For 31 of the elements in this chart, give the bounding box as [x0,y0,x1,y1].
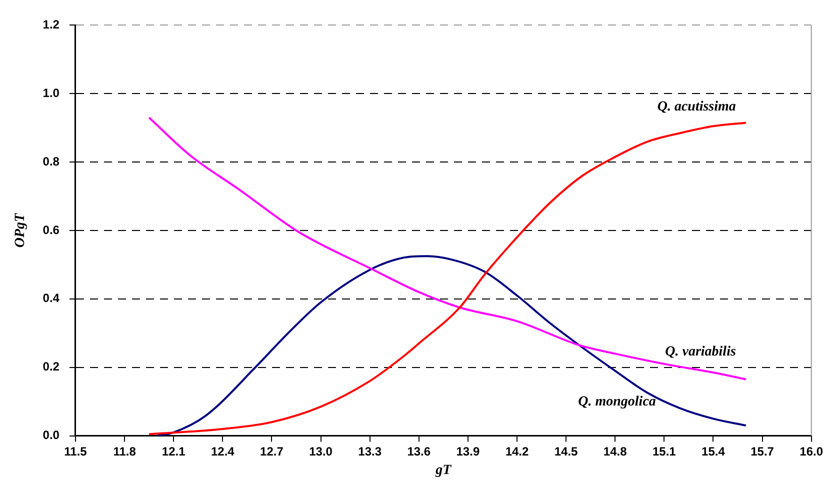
x-tick-label: 13.0 [309,444,333,458]
x-tick-label: 11.8 [113,444,136,458]
line-series [148,116,747,380]
line-series [156,255,747,436]
x-tick-label: 14.2 [505,444,529,458]
x-tick-label: 13.6 [407,444,431,458]
x-axis-title: gT [434,463,453,478]
y-tick-label: 1.0 [42,86,60,100]
series-label: Q. acutissima [657,100,736,115]
x-tick-label: 15.1 [652,444,676,458]
y-axis-title: OPgT [13,212,28,248]
y-tick-label: 0.6 [42,222,60,237]
line-series [148,122,747,436]
x-tick-label: 12.1 [162,444,186,458]
y-tick-label: 0.8 [42,154,60,168]
x-tick-label: 12.7 [260,444,284,458]
series-label: Q. variabilis [665,344,736,360]
x-tick-label: 14.5 [554,444,578,458]
x-tick-label: 13.3 [358,444,382,458]
x-tick-label: 15.7 [750,444,774,458]
x-tick-label: 15.4 [702,444,726,458]
x-tick-label: 11.5 [64,444,88,458]
y-tick-label: 0.0 [42,428,60,442]
x-tick-label: 12.4 [210,444,235,458]
series-label: Q. mongolica [578,394,656,410]
x-tick-label: 13.9 [456,444,480,458]
y-tick-label: 0.4 [42,291,60,306]
x-tick-label: 16.0 [800,444,824,458]
y-tick-label: 0.2 [42,360,60,374]
y-tick-label: 1.2 [42,18,60,32]
x-tick-label: 14.8 [603,444,628,458]
